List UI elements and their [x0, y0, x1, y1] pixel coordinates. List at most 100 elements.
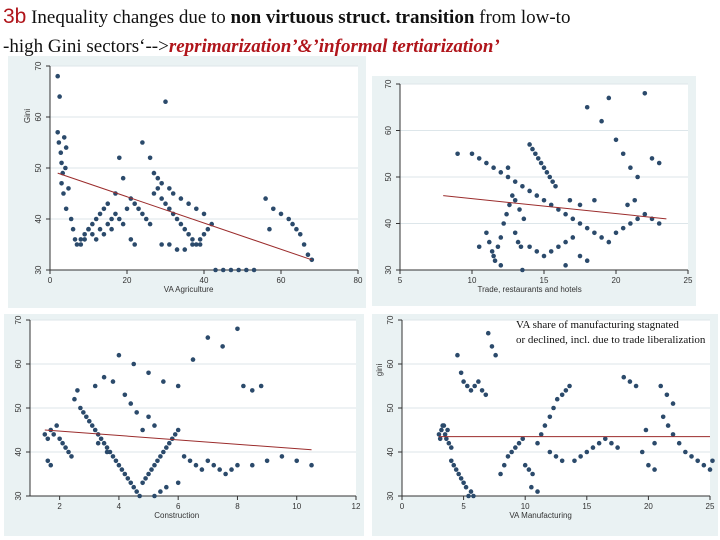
data-point: [493, 352, 498, 358]
y-tick-label: 50: [34, 163, 43, 172]
data-point: [476, 156, 482, 161]
data-point: [535, 156, 541, 161]
data-point: [163, 99, 168, 104]
data-point: [584, 225, 590, 231]
data-point: [507, 202, 512, 208]
data-point: [182, 247, 188, 252]
data-point: [149, 467, 154, 472]
data-point: [205, 458, 211, 464]
data-point: [455, 151, 460, 157]
data-point: [178, 196, 184, 201]
data-point: [660, 414, 666, 420]
data-point: [534, 193, 540, 198]
data-point: [646, 462, 651, 468]
data-point: [244, 267, 249, 273]
data-point: [658, 383, 664, 389]
data-point: [134, 410, 139, 415]
data-point: [211, 462, 217, 468]
data-point: [197, 242, 203, 247]
data-point: [559, 392, 565, 398]
y-tick-label: 50: [14, 403, 23, 412]
data-point: [161, 449, 166, 455]
data-point: [547, 449, 553, 455]
x-tick-label: 10: [521, 502, 530, 511]
data-point: [223, 471, 228, 477]
x-tick-label: 20: [123, 276, 132, 285]
data-point: [158, 454, 163, 459]
data-point: [456, 471, 461, 477]
data-point: [158, 489, 163, 494]
x-tick-label: 40: [200, 276, 209, 285]
data-point: [567, 383, 572, 389]
data-point: [301, 242, 307, 247]
data-point: [175, 383, 181, 389]
y-tick-label: 30: [386, 491, 395, 500]
data-point: [271, 206, 276, 212]
x-tick-label: 8: [235, 502, 240, 511]
data-point: [294, 458, 300, 464]
data-point: [140, 211, 145, 217]
data-point: [55, 73, 60, 79]
data-point: [249, 462, 255, 468]
data-point: [476, 244, 482, 250]
data-point: [66, 186, 71, 191]
data-point: [521, 216, 527, 222]
data-point: [81, 410, 86, 415]
data-point: [627, 379, 633, 384]
y-tick-label: 40: [386, 447, 395, 456]
data-point: [504, 211, 509, 217]
data-point: [172, 432, 178, 437]
data-point: [695, 458, 700, 464]
x-axis-label: Trade, restaurants and hotels: [477, 285, 581, 294]
data-point: [167, 206, 172, 212]
title-highlight: ’: [493, 36, 500, 57]
data-point: [42, 432, 48, 437]
data-point: [105, 221, 111, 227]
data-point: [471, 493, 476, 499]
data-point: [309, 462, 314, 468]
data-point: [530, 146, 535, 152]
data-point: [199, 467, 205, 472]
data-point: [572, 458, 577, 464]
title-highlight: ’&’: [291, 36, 319, 57]
data-point: [197, 237, 203, 242]
data-point: [140, 140, 145, 145]
data-point: [550, 179, 555, 184]
data-point: [101, 206, 107, 212]
data-point: [128, 401, 134, 406]
data-point: [468, 489, 474, 494]
data-point: [635, 216, 640, 222]
data-point: [436, 432, 442, 437]
data-point: [639, 449, 645, 455]
data-point: [51, 432, 57, 437]
data-point: [286, 216, 292, 222]
data-point: [97, 226, 103, 232]
data-point: [125, 476, 131, 481]
chart-panel-manufacturing: 30 40 50 60 70 0 5 10 15 20 25 VA Manufacturing gini: [372, 314, 718, 536]
data-point: [577, 221, 583, 226]
data-point: [670, 432, 676, 437]
data-point: [45, 458, 51, 464]
data-point: [193, 462, 199, 468]
data-point: [468, 388, 474, 393]
x-tick-label: 25: [684, 276, 693, 285]
data-point: [48, 462, 54, 468]
data-point: [563, 239, 568, 245]
data-point: [175, 427, 181, 433]
data-point: [505, 165, 511, 170]
data-point: [104, 449, 110, 455]
data-point: [548, 202, 554, 208]
data-point: [60, 440, 65, 446]
data-point: [151, 191, 157, 196]
data-point: [82, 232, 87, 237]
data-point: [469, 151, 475, 157]
data-point: [501, 462, 507, 468]
data-point: [620, 225, 626, 231]
scatter-chart-agriculture: 30 40 50 60 70 0 20 40 60 80 VA Agriculture Gini: [23, 61, 363, 294]
data-point: [491, 253, 496, 259]
data-point: [707, 467, 713, 472]
data-point: [190, 237, 195, 242]
data-point: [656, 221, 662, 226]
data-point: [66, 449, 71, 455]
data-point: [152, 493, 157, 499]
